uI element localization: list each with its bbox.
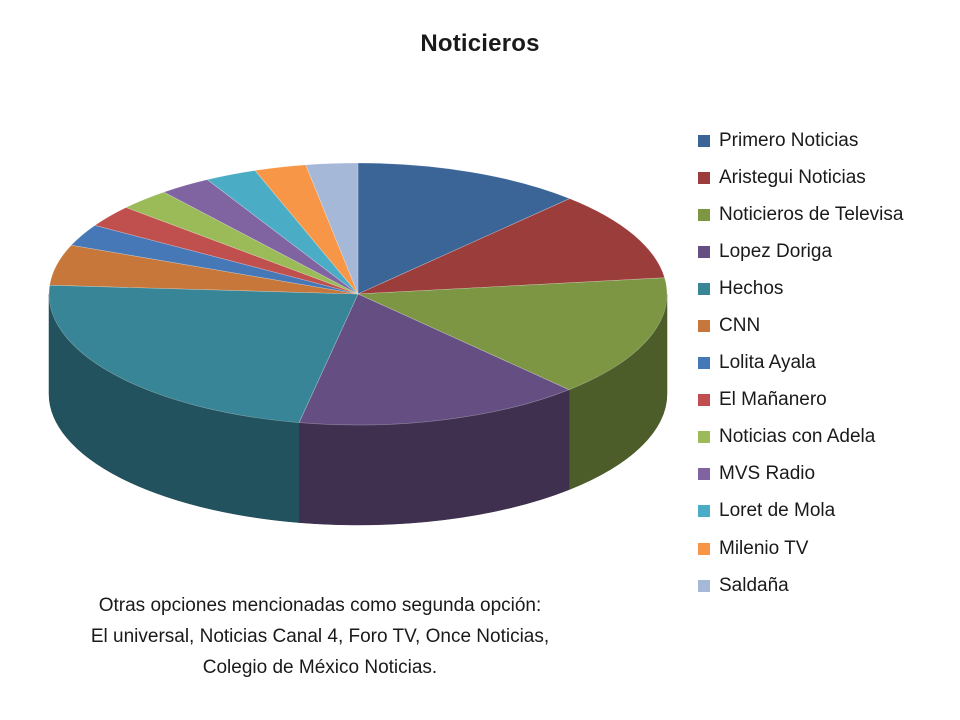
legend-item-hechos: Hechos [698,270,903,307]
legend-label: Lopez Doriga [719,240,833,262]
legend-item-cnn: CNN [698,307,903,344]
legend-item-mvs-radio: MVS Radio [698,456,903,493]
pie-slice-noticieros-de-televisa [357,277,668,391]
legend-item-lopez-doriga: Lopez Doriga [698,233,903,270]
legend-swatch [698,134,710,147]
legend-label: Milenio TV [719,537,809,559]
legend-item-milenio-tv: Milenio TV [698,530,903,567]
legend-label: Hechos [719,277,784,299]
pie-side-walls [48,293,668,526]
pie-slice-lopez-doriga [298,293,570,426]
legend-swatch [698,171,710,184]
legend-item-el-mananero: El Mañanero [698,382,903,419]
pie-slice-saldana [305,162,359,295]
legend-label: Saldaña [719,574,789,596]
pie-top-slices [48,162,668,426]
legend-label: CNN [719,315,761,337]
pie-slice-mvs-radio [163,179,359,295]
pie-slice-el-mananero [94,207,359,295]
legend-item-primero-noticias: Primero Noticias [698,122,903,159]
legend-label: Lolita Ayala [719,352,816,374]
legend-swatch [698,542,710,555]
legend-swatch [698,431,710,444]
legend-swatch [698,579,710,592]
legend-item-noticieros-de-televisa: Noticieros de Televisa [698,196,903,233]
legend-item-lolita-ayala: Lolita Ayala [698,345,903,382]
legend-item-loret-de-mola: Loret de Mola [698,493,903,530]
pie-slice-noticias-con-adela [125,191,359,295]
legend-label: Primero Noticias [719,129,859,151]
legend-item-noticias-con-adela: Noticias con Adela [698,419,903,456]
legend-swatch [698,505,710,518]
legend-swatch [698,357,710,370]
legend-label: Noticieros de Televisa [719,203,904,225]
chart-title: Noticieros [420,30,540,57]
legend-label: Loret de Mola [719,500,836,522]
footnote: Otras opciones mencionadas como segunda … [20,590,620,683]
legend-item-saldana: Saldaña [698,567,903,604]
pie-slice-cnn [49,244,359,295]
pie-slice-primero-noticias [357,162,571,295]
footnote-line-3: Colegio de México Noticias. [202,657,438,678]
legend-swatch [698,245,710,258]
legend-swatch [698,282,710,295]
legend-swatch [698,320,710,333]
pie-slice-milenio-tv [254,164,359,295]
legend-swatch [698,208,710,221]
pie-slice-hechos [48,284,359,423]
legend-swatch [698,468,710,481]
pie-slice-loret-de-mola [206,170,359,295]
legend: Primero Noticias Aristegui Noticias Notici… [698,122,903,604]
legend-item-aristegui-noticias: Aristegui Noticias [698,159,903,196]
footnote-line-1: Otras opciones mencionadas como segunda … [98,595,542,616]
pie-slice-aristegui-noticias [357,198,666,295]
pie-slice-lolita-ayala [70,224,359,295]
legend-swatch [698,394,710,407]
legend-label: Noticias con Adela [719,426,876,448]
footnote-line-2: El universal, Noticias Canal 4, Foro TV,… [90,626,550,647]
legend-label: Aristegui Noticias [719,166,866,188]
legend-label: MVS Radio [719,463,816,485]
legend-label: El Mañanero [719,389,827,411]
